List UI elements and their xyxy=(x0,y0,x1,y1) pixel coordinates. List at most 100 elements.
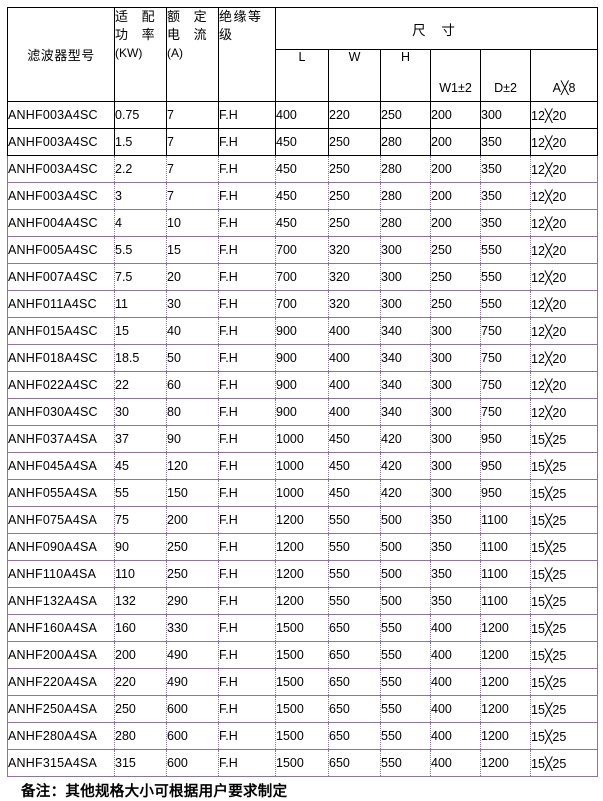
cell-value: 300 xyxy=(480,101,531,129)
cell-mounting-holes: 15╳25 xyxy=(529,668,599,696)
cell-value: 400 xyxy=(430,722,481,750)
cell-value: F.H xyxy=(218,587,276,615)
cell-value: 300 xyxy=(430,452,481,480)
cell-value: 300 xyxy=(380,290,431,318)
cell-value: 7 xyxy=(166,101,219,129)
cell-value: 1100 xyxy=(480,587,531,615)
cell-model: ANHF007A4SC xyxy=(7,263,115,291)
cell-value: 280 xyxy=(114,722,167,750)
cell-value: 420 xyxy=(380,452,431,480)
cell-value: 350 xyxy=(430,560,481,588)
cell-value: 1100 xyxy=(480,533,531,561)
cell-mounting-holes: 12╳20 xyxy=(529,371,599,399)
table-row: ANHF055A4SA 55 150 F.H 1000 450 420 300 950 15╳25 xyxy=(7,479,599,507)
cell-mounting-holes: 12╳20 xyxy=(529,236,599,264)
table-row: ANHF075A4SA 75 200 F.H 1200 550 500 350 1100 15╳2… xyxy=(7,506,599,534)
cell-mounting-holes: 12╳20 xyxy=(529,128,599,156)
table-row: ANHF250A4SA 250 600 F.H 1500 650 550 400 1200 15╳… xyxy=(7,695,599,723)
cell-model: ANHF045A4SA xyxy=(7,452,115,480)
cell-value: 7 xyxy=(166,155,219,183)
cell-mounting-holes: 12╳20 xyxy=(529,155,599,183)
cell-value: 22 xyxy=(114,371,167,399)
header-insulation: 绝缘等级 xyxy=(218,7,276,102)
table-row: ANHF015A4SC 15 40 F.H 900 400 340 300 750 12╳20 xyxy=(7,317,599,345)
cell-value: 500 xyxy=(380,533,431,561)
table-row: ANHF110A4SA 110 250 F.H 1200 550 500 350 1100 15╳… xyxy=(7,560,599,588)
cell-value: 250 xyxy=(166,560,219,588)
cell-value: 30 xyxy=(166,290,219,318)
header-sub-w: W xyxy=(328,49,381,102)
table-row: ANHF011A4SC 11 30 F.H 700 320 300 250 550 12╳20 xyxy=(7,290,599,318)
cell-value: F.H xyxy=(218,452,276,480)
cell-value: 400 xyxy=(328,371,381,399)
cell-value: 400 xyxy=(328,398,381,426)
header-dimension-group: 尺 寸 xyxy=(274,7,599,50)
cell-value: 1500 xyxy=(275,749,329,777)
cell-value: 750 xyxy=(480,317,531,345)
cell-value: 400 xyxy=(328,317,381,345)
cell-value: 1200 xyxy=(480,695,531,723)
cell-value: 200 xyxy=(430,209,481,237)
cell-value: 350 xyxy=(430,587,481,615)
table-body: ANHF003A4SC 0.75 7 F.H 400 220 250 200 300 12╳20 A… xyxy=(7,101,599,777)
cell-value: 1200 xyxy=(480,668,531,696)
cell-mounting-holes: 15╳25 xyxy=(529,749,599,777)
cell-value: F.H xyxy=(218,371,276,399)
cell-value: F.H xyxy=(218,209,276,237)
cell-mounting-holes: 12╳20 xyxy=(529,182,599,210)
cell-value: 250 xyxy=(166,533,219,561)
cell-value: 250 xyxy=(328,128,381,156)
cell-value: 7.5 xyxy=(114,263,167,291)
cell-value: 950 xyxy=(480,425,531,453)
cell-value: 1500 xyxy=(275,722,329,750)
header-current-line1: 额 定 xyxy=(167,9,212,24)
cell-model: ANHF055A4SA xyxy=(7,479,115,507)
cell-value: 350 xyxy=(480,182,531,210)
cell-value: 320 xyxy=(328,263,381,291)
cell-value: 490 xyxy=(166,668,219,696)
cell-value: 300 xyxy=(430,371,481,399)
header-model: 滤波器型号 xyxy=(7,7,115,102)
header-sub-a: A╳8 xyxy=(529,49,599,102)
cell-value: 750 xyxy=(480,371,531,399)
cell-mounting-holes: 12╳20 xyxy=(529,290,599,318)
cell-value: F.H xyxy=(218,425,276,453)
table-row: ANHF090A4SA 90 250 F.H 1200 550 500 350 1100 15╳2… xyxy=(7,533,599,561)
cell-model: ANHF018A4SC xyxy=(7,344,115,372)
cell-model: ANHF280A4SA xyxy=(7,722,115,750)
cell-value: 1200 xyxy=(480,749,531,777)
table-row: ANHF018A4SC 18.5 50 F.H 900 400 340 300 750 12╳20 xyxy=(7,344,599,372)
cell-value: 7 xyxy=(166,128,219,156)
cell-value: 500 xyxy=(380,506,431,534)
cell-value: 250 xyxy=(328,209,381,237)
table-row: ANHF005A4SC 5.5 15 F.H 700 320 300 250 550 12╳20 xyxy=(7,236,599,264)
cell-value: 1200 xyxy=(480,641,531,669)
cell-value: 280 xyxy=(380,128,431,156)
table-row: ANHF037A4SA 37 90 F.H 1000 450 420 300 950 15╳25 xyxy=(7,425,599,453)
cell-value: 550 xyxy=(480,236,531,264)
cell-value: 1500 xyxy=(275,641,329,669)
cell-value: 11 xyxy=(114,290,167,318)
cell-value: 600 xyxy=(166,749,219,777)
cell-model: ANHF022A4SC xyxy=(7,371,115,399)
cell-value: 600 xyxy=(166,695,219,723)
cell-mounting-holes: 15╳25 xyxy=(529,425,599,453)
cell-value: 550 xyxy=(328,533,381,561)
cell-value: 400 xyxy=(430,668,481,696)
cell-value: F.H xyxy=(218,263,276,291)
cell-value: 90 xyxy=(166,425,219,453)
cell-value: 80 xyxy=(166,398,219,426)
cell-value: 900 xyxy=(275,317,329,345)
header-sub-w1: W1±2 xyxy=(430,49,481,102)
cell-value: F.H xyxy=(218,128,276,156)
cell-value: 420 xyxy=(380,479,431,507)
cell-value: 30 xyxy=(114,398,167,426)
cell-value: 300 xyxy=(380,263,431,291)
cell-value: 120 xyxy=(166,452,219,480)
cell-value: 110 xyxy=(114,560,167,588)
table-row: ANHF315A4SA 315 600 F.H 1500 650 550 400 1200 15╳… xyxy=(7,749,599,777)
cell-value: 300 xyxy=(430,317,481,345)
header-current-unit: (A) xyxy=(167,45,183,60)
cell-mounting-holes: 15╳25 xyxy=(529,479,599,507)
cell-value: F.H xyxy=(218,614,276,642)
